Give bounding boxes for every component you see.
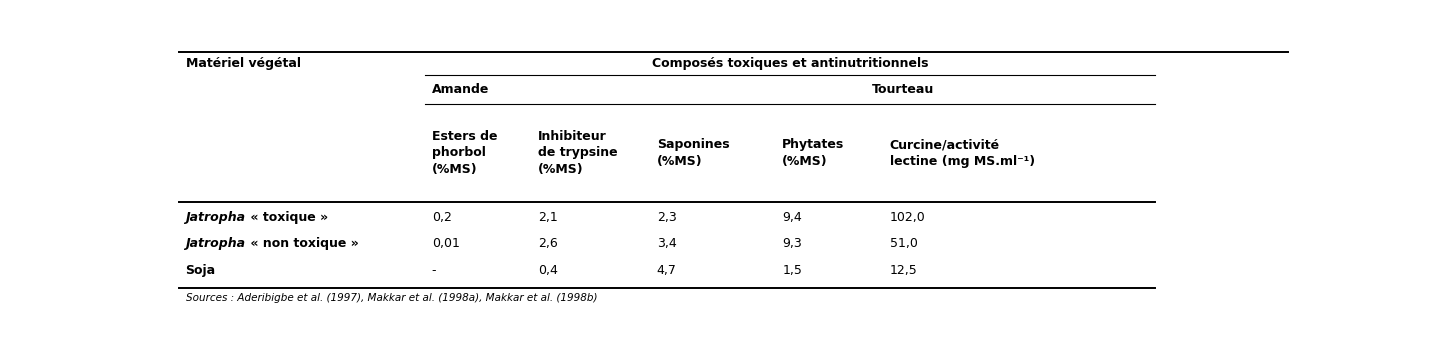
Text: Curcine/activité
lectine (mg MS.ml⁻¹): Curcine/activité lectine (mg MS.ml⁻¹) bbox=[890, 138, 1035, 168]
Text: 0,2: 0,2 bbox=[432, 211, 452, 224]
Text: 1,5: 1,5 bbox=[783, 264, 801, 277]
Text: 9,3: 9,3 bbox=[783, 237, 801, 250]
Text: 0,4: 0,4 bbox=[538, 264, 558, 277]
Text: « toxique »: « toxique » bbox=[246, 211, 328, 224]
Text: 0,01: 0,01 bbox=[432, 237, 459, 250]
Text: 51,0: 51,0 bbox=[890, 237, 917, 250]
Text: Saponines
(%MS): Saponines (%MS) bbox=[657, 138, 730, 168]
Text: Composés toxiques et antinutritionnels: Composés toxiques et antinutritionnels bbox=[651, 57, 929, 70]
Text: 3,4: 3,4 bbox=[657, 237, 677, 250]
Text: Tourteau: Tourteau bbox=[871, 83, 933, 96]
Text: -: - bbox=[432, 264, 436, 277]
Text: Jatropha: Jatropha bbox=[186, 211, 246, 224]
Text: Jatropha: Jatropha bbox=[186, 237, 246, 250]
Text: 2,3: 2,3 bbox=[657, 211, 677, 224]
Text: 2,6: 2,6 bbox=[538, 237, 558, 250]
Text: Matériel végétal: Matériel végétal bbox=[186, 57, 301, 70]
Text: Inhibiteur
de trypsine
(%MS): Inhibiteur de trypsine (%MS) bbox=[538, 130, 618, 176]
Text: Amande: Amande bbox=[432, 83, 489, 96]
Text: Sources : Aderibigbe et al. (1997), Makkar et al. (1998a), Makkar et al. (1998b): Sources : Aderibigbe et al. (1997), Makk… bbox=[186, 293, 597, 303]
Text: « non toxique »: « non toxique » bbox=[246, 237, 358, 250]
Text: Phytates
(%MS): Phytates (%MS) bbox=[783, 138, 844, 168]
Text: 9,4: 9,4 bbox=[783, 211, 801, 224]
Text: 2,1: 2,1 bbox=[538, 211, 558, 224]
Text: 4,7: 4,7 bbox=[657, 264, 677, 277]
Text: 102,0: 102,0 bbox=[890, 211, 926, 224]
Text: Esters de
phorbol
(%MS): Esters de phorbol (%MS) bbox=[432, 130, 497, 176]
Text: 12,5: 12,5 bbox=[890, 264, 917, 277]
Text: Soja: Soja bbox=[186, 264, 216, 277]
